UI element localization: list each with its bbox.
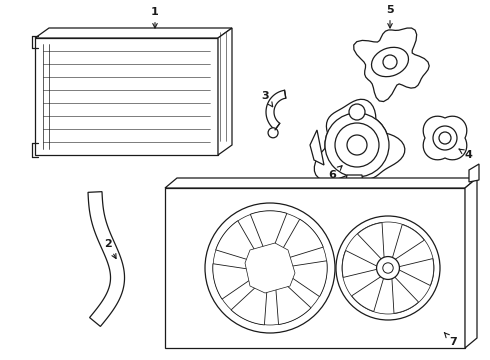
Circle shape — [335, 123, 379, 167]
Polygon shape — [357, 222, 384, 260]
Circle shape — [439, 132, 451, 144]
Circle shape — [383, 55, 397, 69]
Circle shape — [342, 222, 434, 314]
Circle shape — [325, 113, 389, 177]
Text: 7: 7 — [444, 333, 457, 347]
Circle shape — [325, 113, 389, 177]
Polygon shape — [88, 192, 124, 327]
Polygon shape — [352, 276, 384, 311]
Polygon shape — [231, 279, 268, 325]
Circle shape — [265, 263, 275, 273]
Polygon shape — [392, 276, 418, 313]
Ellipse shape — [371, 47, 409, 77]
Text: 2: 2 — [104, 239, 116, 258]
Polygon shape — [465, 178, 477, 348]
Circle shape — [213, 211, 327, 325]
Polygon shape — [392, 225, 424, 260]
Polygon shape — [315, 99, 405, 181]
Circle shape — [347, 135, 367, 155]
Polygon shape — [35, 28, 232, 38]
Text: 4: 4 — [459, 149, 472, 160]
Polygon shape — [423, 116, 467, 160]
Polygon shape — [469, 164, 479, 182]
Polygon shape — [165, 178, 477, 188]
Polygon shape — [213, 264, 260, 299]
Polygon shape — [342, 251, 378, 278]
Circle shape — [349, 104, 365, 120]
Polygon shape — [245, 243, 295, 293]
Circle shape — [268, 128, 278, 138]
Circle shape — [433, 126, 457, 150]
Polygon shape — [250, 211, 287, 257]
Text: 5: 5 — [386, 5, 394, 28]
Text: 3: 3 — [261, 91, 272, 107]
Polygon shape — [275, 277, 311, 325]
Polygon shape — [342, 175, 364, 208]
Circle shape — [335, 123, 379, 167]
Circle shape — [376, 257, 399, 279]
Polygon shape — [310, 130, 324, 165]
Polygon shape — [35, 38, 218, 155]
Polygon shape — [398, 258, 434, 285]
Polygon shape — [165, 188, 465, 348]
Polygon shape — [277, 219, 323, 261]
Polygon shape — [218, 28, 232, 155]
Circle shape — [347, 135, 367, 155]
Polygon shape — [281, 261, 327, 297]
Polygon shape — [266, 90, 286, 130]
Polygon shape — [354, 28, 429, 102]
Text: 6: 6 — [328, 166, 342, 180]
Circle shape — [258, 256, 282, 280]
Circle shape — [383, 263, 393, 273]
Circle shape — [336, 216, 440, 320]
Text: 1: 1 — [151, 7, 159, 28]
Polygon shape — [216, 221, 261, 263]
Circle shape — [205, 203, 335, 333]
